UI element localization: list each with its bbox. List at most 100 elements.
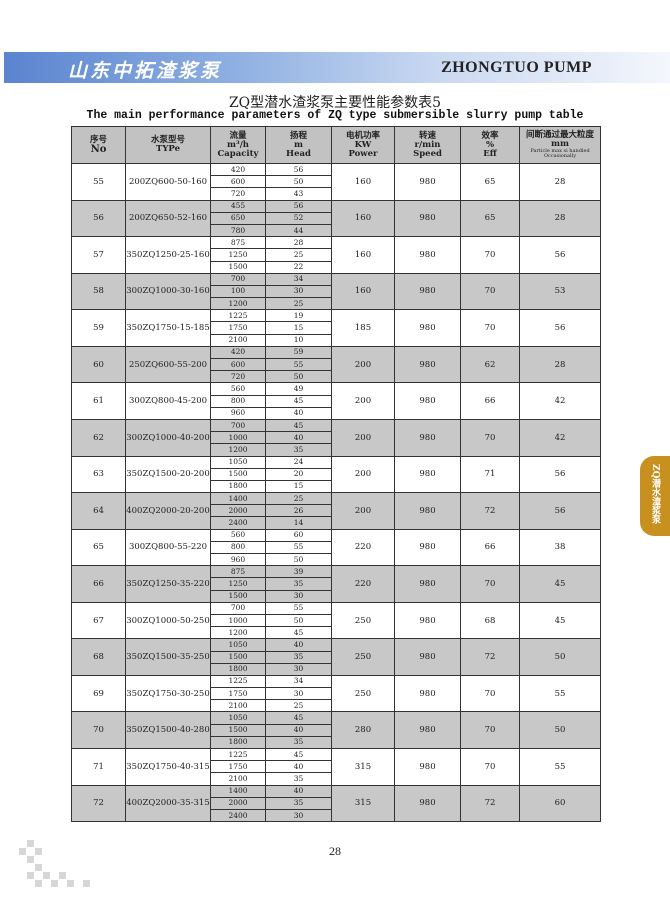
cell-head: 35 [265, 735, 332, 750]
cell-type: 300ZQ1000-40-200 [125, 418, 211, 457]
cell-no: 69 [71, 674, 126, 713]
cell-capacity: 650 [210, 211, 266, 225]
cell-type: 350ZQ1250-25-160 [125, 236, 211, 274]
cell-head: 22 [265, 260, 332, 274]
cell-head: 50 [265, 552, 332, 567]
col-header-no: 序号 No [71, 126, 126, 164]
cell-particle: 28 [519, 199, 601, 238]
table-row: 2000 35 [72, 796, 601, 810]
table-row: 2400 30 [72, 808, 601, 823]
cell-no: 55 [71, 163, 126, 201]
cell-head: 50 [265, 613, 332, 628]
decoration-square [43, 872, 50, 879]
decoration-square [35, 864, 42, 871]
cell-eff: 70 [460, 236, 520, 274]
cell-type: 350ZQ1500-20-200 [125, 455, 211, 494]
cell-power: 200 [331, 455, 395, 494]
cell-head: 44 [265, 223, 332, 238]
cell-type: 250ZQ600-55-200 [125, 345, 211, 384]
cell-power: 200 [331, 418, 395, 457]
decoration-square [51, 880, 58, 887]
cell-capacity: 1400 [210, 492, 266, 506]
table-row: 2100 35 [72, 772, 601, 786]
cell-eff: 68 [460, 601, 520, 640]
cell-particle: 56 [519, 309, 601, 347]
cell-head: 55 [265, 601, 332, 615]
cell-capacity: 600 [210, 357, 266, 372]
cell-no: 65 [71, 528, 126, 567]
cell-capacity: 1050 [210, 638, 266, 652]
cell-speed: 980 [394, 565, 461, 603]
cell-speed: 980 [394, 272, 461, 311]
cell-capacity: 2400 [210, 808, 266, 823]
decoration-square [83, 880, 90, 887]
table-row: 1800 35 [72, 735, 601, 750]
cell-head: 25 [265, 492, 332, 506]
cell-speed: 980 [394, 601, 461, 640]
table-row: 66 350ZQ1250-35-220 875 39 220 980 70 45 [71, 565, 601, 603]
cell-head: 25 [265, 699, 332, 713]
cell-capacity: 1250 [210, 577, 266, 591]
cell-head: 39 [265, 565, 332, 579]
cell-particle: 56 [519, 236, 601, 274]
cell-capacity: 700 [210, 418, 266, 433]
table-row: 70 350ZQ1500-40-280 1050 45 280 980 70 50 [71, 711, 601, 749]
cell-head: 10 [265, 333, 332, 347]
cell-particle: 45 [519, 565, 601, 603]
table-row: 57 350ZQ1250-25-160 875 28 160 980 70 56 [71, 236, 601, 274]
cell-capacity: 800 [210, 394, 266, 408]
cell-no: 60 [71, 345, 126, 384]
section-side-tab[interactable]: ZQ潜水渣浆泵 [640, 456, 670, 536]
cell-no: 64 [71, 492, 126, 530]
cell-head: 25 [265, 248, 332, 262]
cell-head: 43 [265, 187, 332, 201]
cell-particle: 55 [519, 674, 601, 713]
cell-capacity: 720 [210, 370, 266, 384]
cell-eff: 65 [460, 163, 520, 201]
cell-power: 315 [331, 748, 395, 786]
cell-capacity: 2100 [210, 772, 266, 786]
cell-type: 400ZQ2000-20-200 [125, 492, 211, 530]
cell-no: 67 [71, 601, 126, 640]
decoration-square [27, 856, 34, 863]
cell-capacity: 1200 [210, 626, 266, 640]
cell-speed: 980 [394, 784, 461, 823]
table-row: 650 52 [72, 211, 601, 225]
cell-head: 45 [265, 747, 332, 762]
table-row: 61 300ZQ800-45-200 560 49 200 980 66 42 [71, 382, 601, 420]
cell-head: 25 [265, 297, 332, 311]
cell-head: 40 [265, 431, 332, 445]
table-row: 60 250ZQ600-55-200 420 59 200 980 62 28 [71, 345, 601, 384]
cell-type: 350ZQ1500-40-280 [125, 711, 211, 749]
cell-capacity: 780 [210, 223, 266, 238]
cell-type: 300ZQ800-45-200 [125, 382, 211, 420]
brand-name-cn: 山东中拓渣浆泵 [68, 60, 223, 82]
cell-head: 45 [265, 626, 332, 640]
cell-head: 49 [265, 382, 332, 396]
cell-capacity: 1050 [210, 711, 266, 725]
cell-speed: 980 [394, 309, 461, 347]
cell-capacity: 1250 [210, 248, 266, 262]
table-row: 2000 26 [72, 504, 601, 518]
cell-speed: 980 [394, 492, 461, 530]
cell-speed: 980 [394, 382, 461, 420]
table-row: 1250 35 [72, 577, 601, 591]
cell-particle: 55 [519, 748, 601, 786]
table-header-row: 序号 No 水泵型号 TYPe 流量 m³/h Capacity 扬程 m Head 电机功… [71, 126, 601, 164]
cell-capacity: 455 [210, 199, 266, 213]
cell-capacity: 420 [210, 162, 266, 177]
cell-capacity: 1500 [210, 723, 266, 737]
cell-power: 250 [331, 638, 395, 676]
table-row: 59 350ZQ1750-15-185 1225 19 185 980 70 56 [71, 309, 601, 347]
cell-head: 35 [265, 443, 332, 457]
cell-eff: 72 [460, 638, 520, 676]
table-row: 1500 22 [72, 260, 601, 274]
cell-head: 40 [265, 638, 332, 652]
cell-eff: 70 [460, 272, 520, 311]
cell-capacity: 960 [210, 406, 266, 420]
cell-capacity: 1750 [210, 687, 266, 701]
cell-type: 400ZQ2000-35-315 [125, 784, 211, 823]
table-title-cn: ZQ型潜水渣浆泵主要性能参数表5 [228, 95, 442, 111]
cell-type: 300ZQ800-55-220 [125, 528, 211, 567]
cell-speed: 980 [394, 345, 461, 384]
